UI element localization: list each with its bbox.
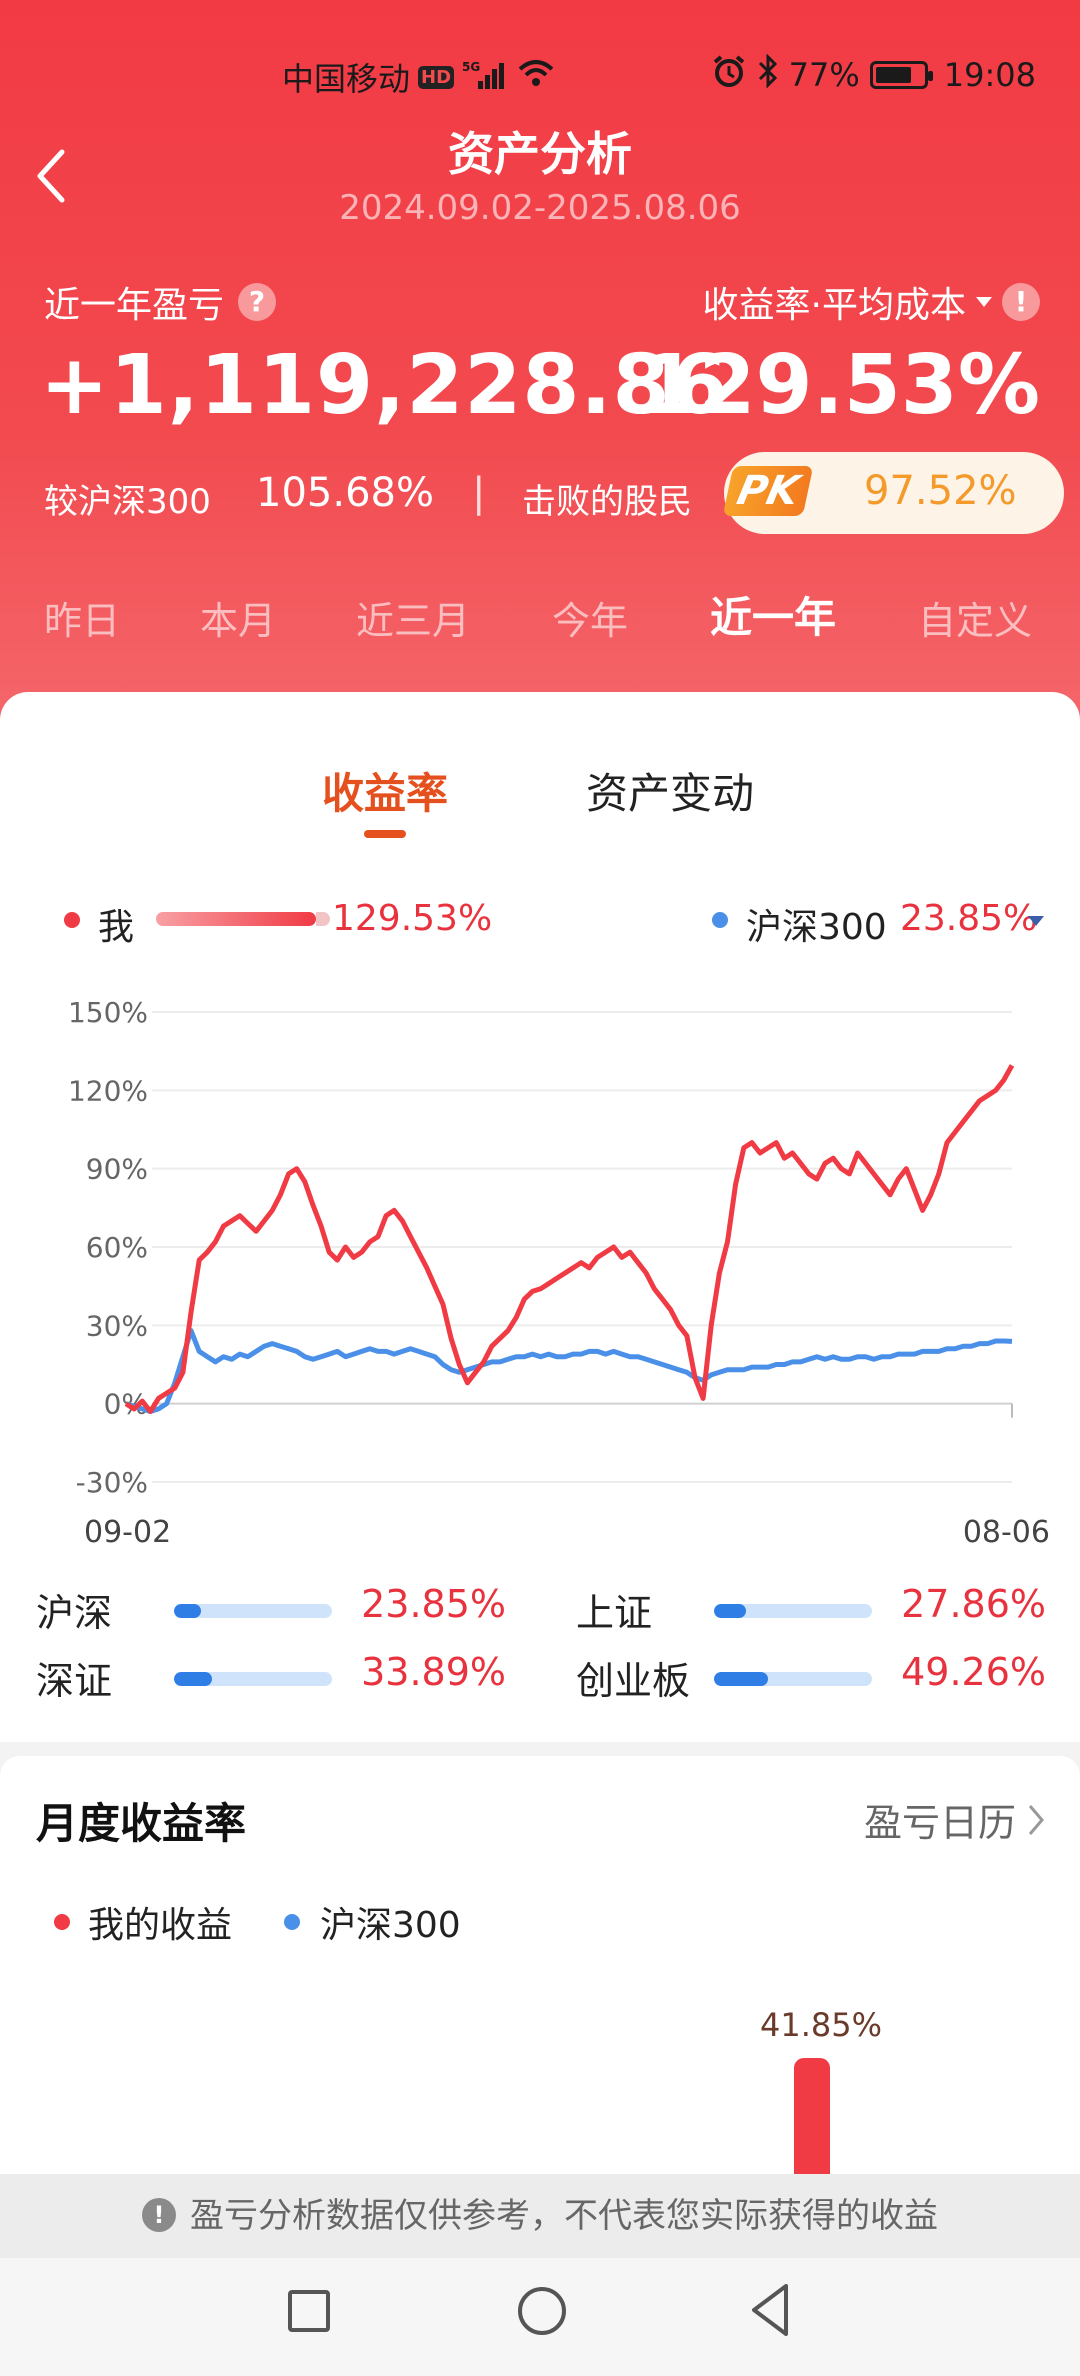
index-name: 上证 — [576, 1591, 653, 1635]
compare-value: 105.68% — [256, 470, 434, 516]
legend-index-value[interactable]: 23.85% — [900, 898, 1038, 939]
index-name: 沪深 — [36, 1591, 113, 1635]
status-bar: 中国移动 HD 5G — [0, 50, 1080, 100]
legend-me-dot — [54, 1914, 70, 1930]
y-tick-label: 90% — [86, 1153, 148, 1186]
svg-text:5G: 5G — [462, 60, 480, 74]
wifi-icon — [516, 57, 556, 97]
legend-me-value: 129.53% — [332, 898, 493, 939]
y-tick-label: 30% — [86, 1309, 148, 1342]
legend-me-label: 我的收益 — [88, 1905, 233, 1946]
system-nav-bar — [0, 2258, 1080, 2376]
index-name: 深证 — [36, 1659, 113, 1703]
tab-indicator — [364, 830, 406, 838]
index-name: 创业板 — [576, 1659, 691, 1703]
hd-badge: HD — [418, 65, 455, 89]
index-value: 27.86% — [901, 1582, 1046, 1626]
legend-me-bar — [156, 912, 330, 926]
pk-badge-icon: PK — [722, 466, 814, 516]
pnl-value: +1,119,228.86 — [40, 338, 729, 433]
signal-icon: 5G — [462, 59, 508, 95]
index-bar — [714, 1672, 872, 1686]
rate-label[interactable]: 收益率·平均成本 — [702, 285, 966, 326]
index-row: 深证 33.89% — [36, 1650, 506, 1703]
period-tabs: 昨日 本月 近三月 今年 近一年 自定义 — [0, 590, 1080, 650]
monthly-title: 月度收益率 — [36, 1799, 247, 1848]
alarm-icon — [711, 54, 747, 96]
index-dropdown-icon[interactable] — [1028, 916, 1044, 926]
info-icon: ! — [142, 2197, 176, 2232]
index-value: 23.85% — [361, 1582, 506, 1626]
y-tick-label: 120% — [68, 1074, 148, 1107]
index-row: 创业板 49.26% — [576, 1650, 1046, 1703]
tab-yesterday[interactable]: 昨日 — [44, 599, 121, 643]
monthly-return-card: 月度收益率 盈亏日历 我的收益 沪深300 41.85% — [0, 1756, 1080, 2178]
y-tick-label: -30% — [76, 1466, 148, 1499]
legend-index-dot — [712, 912, 728, 928]
tab-this-year[interactable]: 今年 — [552, 599, 629, 643]
beat-value: 97.52% — [864, 468, 1017, 514]
header-area: 中国移动 HD 5G — [0, 0, 1080, 720]
legend-me-label: 我 — [98, 907, 135, 948]
x-end-label: 08-06 — [963, 1515, 1050, 1550]
y-tick-label: 150% — [68, 996, 148, 1029]
x-start-label: 09-02 — [84, 1515, 171, 1550]
page-title: 资产分析 — [448, 127, 632, 181]
series-line-index — [125, 1328, 1013, 1414]
index-value: 33.89% — [361, 1650, 506, 1694]
pnl-label-row: 近一年盈亏 ? — [44, 276, 277, 328]
index-value: 49.26% — [901, 1650, 1046, 1694]
return-line-chart[interactable]: 150%120%90%60%30%0%-30%09-02 08-06 — [0, 982, 1080, 1582]
pnl-calendar-label[interactable]: 盈亏日历 — [863, 1801, 1016, 1845]
battery-percent: 77% — [788, 56, 860, 94]
index-row: 沪深 23.85% — [36, 1582, 506, 1635]
legend-me-dot — [64, 912, 80, 928]
legend-index-label[interactable]: 沪深300 — [746, 907, 887, 948]
return-chart-card: 收益率 资产变动 我 129.53% 沪深300 23.85% 150% 120%… — [0, 692, 1080, 1742]
tab-this-month[interactable]: 本月 — [200, 599, 277, 643]
tab-one-year[interactable]: 近一年 — [710, 593, 837, 642]
home-icon[interactable] — [518, 2287, 566, 2335]
compare-label: 较沪深300 — [44, 482, 211, 522]
disclaimer-banner: ! 盈亏分析数据仅供参考，不代表您实际获得的收益 — [0, 2174, 1080, 2258]
legend-index-label: 沪深300 — [320, 1905, 461, 1946]
legend-index-dot — [284, 1914, 300, 1930]
back-nav-icon[interactable] — [746, 2280, 796, 2340]
tab-three-months[interactable]: 近三月 — [356, 599, 471, 643]
index-bar — [174, 1604, 332, 1618]
info-icon[interactable]: ! — [1002, 283, 1040, 321]
back-icon[interactable] — [34, 148, 74, 208]
pnl-label: 近一年盈亏 — [44, 285, 225, 326]
rate-value: 129.53% — [641, 338, 1040, 433]
dropdown-caret-icon[interactable] — [976, 297, 992, 307]
help-icon[interactable]: ? — [238, 283, 277, 321]
pnl-calendar-link[interactable]: 盈亏日历 — [864, 1792, 1046, 1847]
recent-apps-icon[interactable] — [288, 2290, 330, 2332]
index-bar — [174, 1672, 332, 1686]
monthly-bar[interactable] — [794, 2058, 830, 2178]
tab-return-rate[interactable]: 收益率 — [322, 769, 449, 818]
monthly-bar-value: 41.85% — [760, 2006, 883, 2044]
index-row: 上证 27.86% — [576, 1582, 1046, 1635]
battery-icon — [869, 61, 933, 89]
y-tick-label: 60% — [86, 1231, 148, 1264]
rate-label-row[interactable]: 收益率·平均成本 ! — [703, 276, 1040, 328]
tab-custom[interactable]: 自定义 — [918, 599, 1033, 643]
carrier-label: 中国移动 — [282, 60, 411, 98]
series-line-me — [124, 1064, 1015, 1414]
compare-row: 较沪深300 105.68% | 击败的股民 PK 97.52% — [44, 452, 1064, 536]
disclaimer-text: 盈亏分析数据仅供参考，不代表您实际获得的收益 — [190, 2196, 938, 2236]
clock: 19:08 — [943, 56, 1036, 94]
bluetooth-icon — [757, 53, 779, 96]
chart-legend: 我 129.53% 沪深300 23.85% — [0, 890, 1080, 950]
beat-label: 击败的股民 — [522, 482, 692, 522]
divider: | — [472, 470, 486, 516]
chevron-right-icon — [1028, 1804, 1044, 1835]
index-bar — [714, 1604, 872, 1618]
date-range: 2024.09.02-2025.08.06 — [339, 188, 741, 228]
pk-pill[interactable]: PK 97.52% — [722, 452, 1064, 534]
tab-asset-change[interactable]: 资产变动 — [586, 769, 755, 818]
